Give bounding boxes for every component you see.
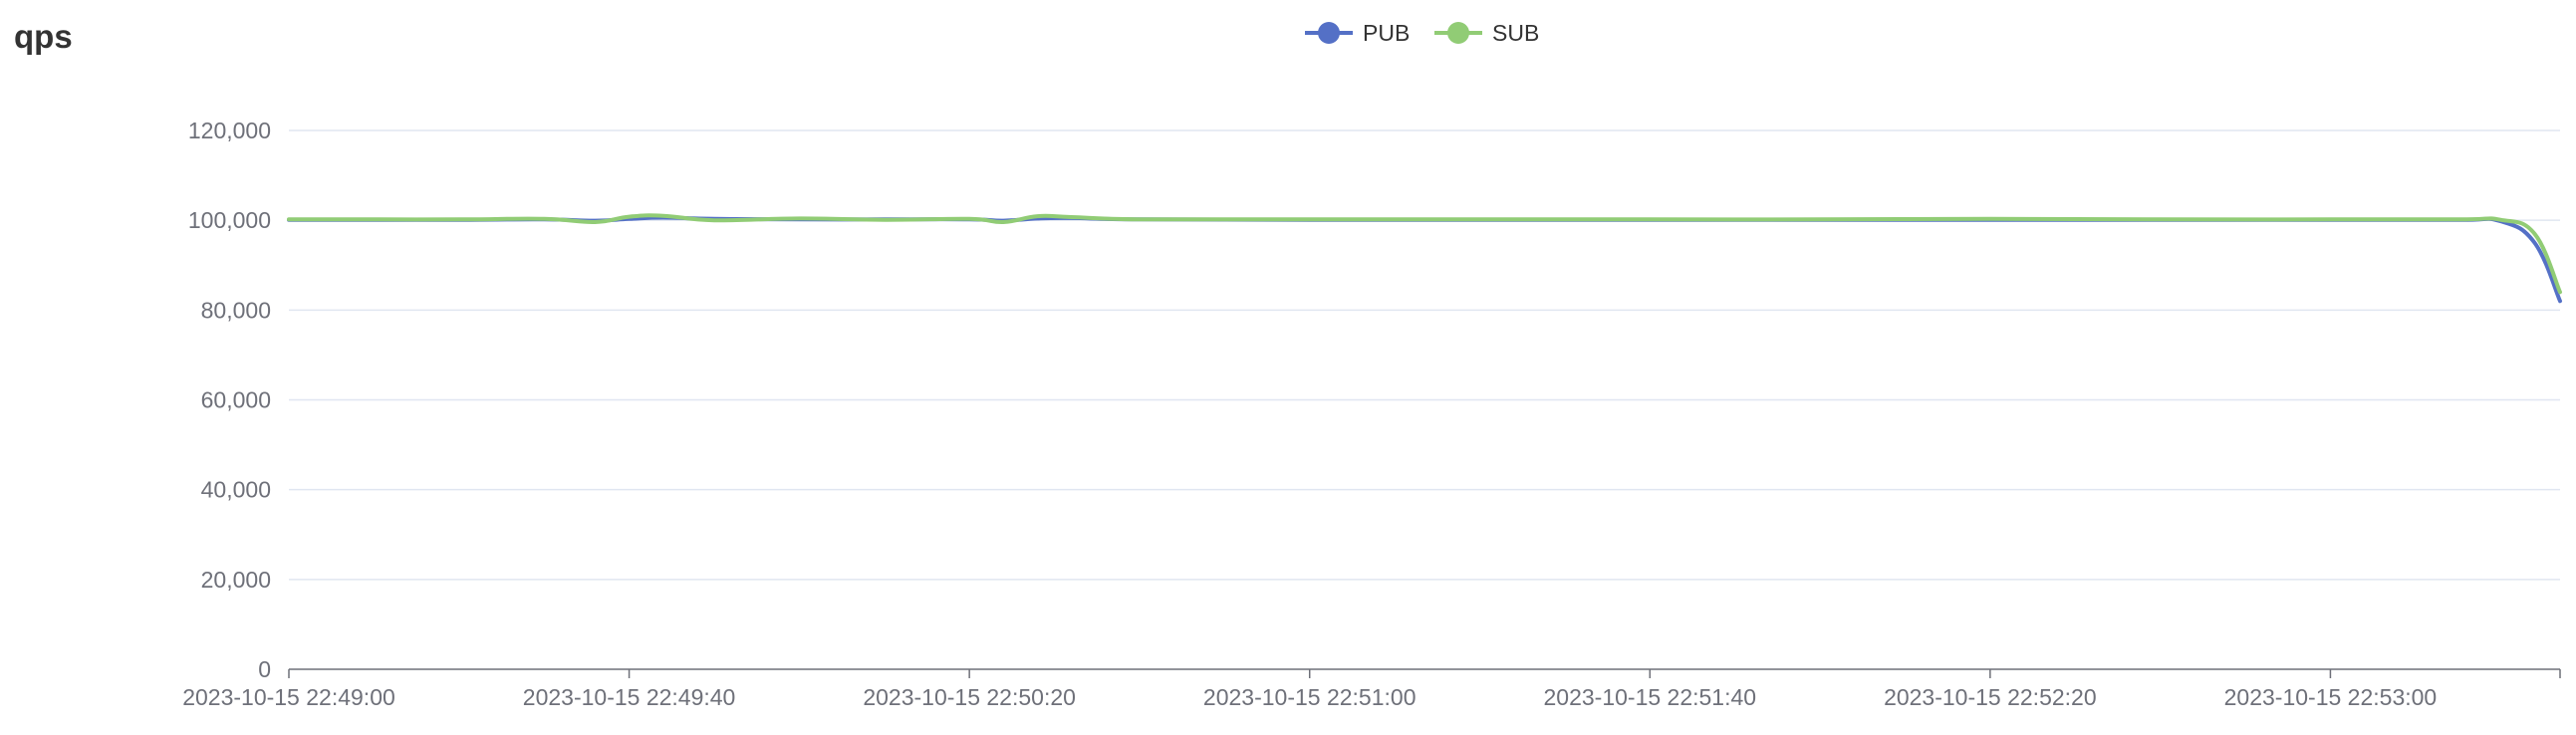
y-tick-label: 60,000 bbox=[201, 387, 271, 413]
chart-title: qps bbox=[14, 18, 73, 55]
y-tick-label: 100,000 bbox=[188, 207, 271, 233]
y-tick-label: 120,000 bbox=[188, 118, 271, 143]
y-tick-label: 40,000 bbox=[201, 477, 271, 503]
x-tick-label: 2023-10-15 22:51:00 bbox=[1203, 684, 1417, 710]
grid-lines bbox=[289, 129, 2560, 581]
legend-label: PUB bbox=[1363, 20, 1410, 46]
x-tick-label: 2023-10-15 22:49:40 bbox=[523, 684, 736, 710]
y-tick-label: 0 bbox=[258, 656, 271, 682]
x-tick-label: 2023-10-15 22:49:00 bbox=[182, 684, 395, 710]
legend-dot-marker bbox=[1447, 22, 1469, 44]
legend-item-pub[interactable]: PUB bbox=[1305, 20, 1410, 46]
series-line-pub[interactable] bbox=[287, 215, 2562, 304]
legend-dot-marker bbox=[1318, 22, 1340, 44]
x-tick-label: 2023-10-15 22:51:40 bbox=[1544, 684, 1757, 710]
legend: PUB SUB bbox=[1305, 20, 1539, 46]
axes: 0 20,000 40,000 60,000 80,000 100,000 120,000 2… bbox=[182, 118, 2561, 710]
series-line-sub[interactable] bbox=[287, 213, 2562, 295]
legend-item-sub[interactable]: SUB bbox=[1434, 20, 1539, 46]
x-tick-label: 2023-10-15 22:53:00 bbox=[2224, 684, 2438, 710]
x-tick-label: 2023-10-15 22:52:20 bbox=[1884, 684, 2097, 710]
series-lines bbox=[287, 213, 2562, 304]
x-tick-label: 2023-10-15 22:50:20 bbox=[863, 684, 1076, 710]
y-tick-label: 80,000 bbox=[201, 297, 271, 323]
legend-label: SUB bbox=[1492, 20, 1539, 46]
y-tick-label: 20,000 bbox=[201, 567, 271, 593]
